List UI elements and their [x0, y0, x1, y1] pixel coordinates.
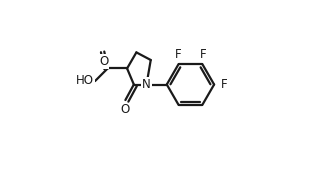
- Text: HO: HO: [76, 74, 94, 87]
- Text: F: F: [200, 48, 207, 61]
- Text: F: F: [221, 78, 228, 91]
- Text: O: O: [121, 103, 130, 116]
- Text: F: F: [175, 48, 181, 61]
- Text: O: O: [99, 55, 109, 68]
- Text: N: N: [142, 78, 151, 91]
